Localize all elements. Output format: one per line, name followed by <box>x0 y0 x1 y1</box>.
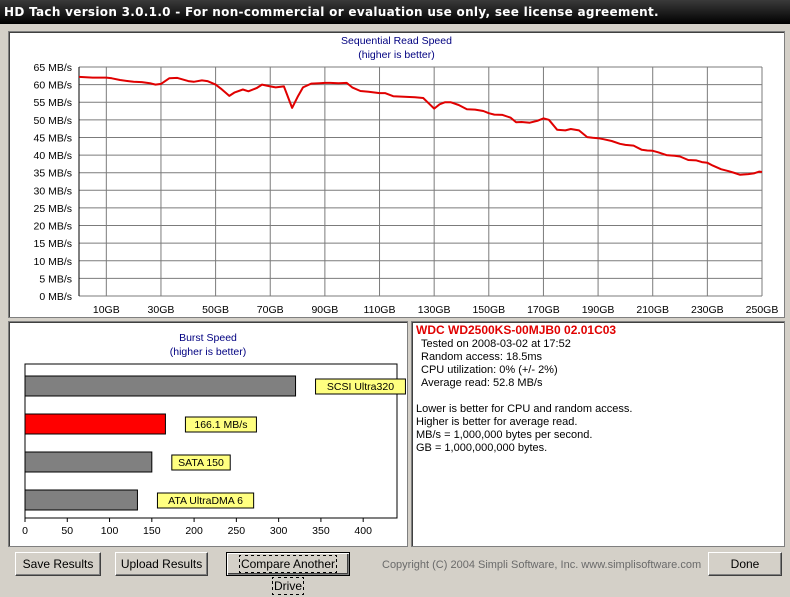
burst-bar-label-box <box>171 454 231 471</box>
compare-another-drive-label: Compare Another Drive <box>238 555 338 595</box>
done-label: Done <box>730 557 760 571</box>
copyright-text: Copyright (C) 2004 Simpli Software, Inc.… <box>382 559 702 571</box>
seq-read-line <box>78 75 763 176</box>
seq-y-tick-label: 35 MB/s <box>33 168 72 180</box>
upload-results-button[interactable]: Upload Results <box>115 552 208 576</box>
seq-x-tick-label: 250GB <box>746 304 779 316</box>
seq-y-tick-label: 0 MB/s <box>39 291 72 303</box>
seq-x-tick-label: 70GB <box>257 304 284 316</box>
note-avg-read: Higher is better for average read. <box>416 416 578 428</box>
burst-bar-label: 166.1 MB/s <box>194 419 247 431</box>
random-access: Random access: 18.5ms <box>421 351 543 363</box>
window-title-bar: HD Tach version 3.0.1.0 - For non-commer… <box>0 0 790 24</box>
seq-chart-title: Sequential Read Speed <box>341 35 452 47</box>
seq-y-tick-label: 40 MB/s <box>33 150 72 162</box>
seq-x-tick-label: 210GB <box>636 304 669 316</box>
info-panel <box>411 321 785 547</box>
burst-x-tick-label: 200 <box>185 525 203 537</box>
sequential-read-chart: 0 MB/s 5 MB/s 10 MB/s 15 MB/s 20 MB/s 25 MB/s… <box>33 62 779 316</box>
seq-x-tick-label: 90GB <box>311 304 338 316</box>
burst-bar <box>24 451 153 473</box>
burst-chart-subtitle: (higher is better) <box>169 346 247 358</box>
burst-speed-chart: 0 50 100 150 200 250 300 350 400 SCSI Ultra320 166… <box>22 363 406 537</box>
compare-another-drive-button[interactable]: Compare Another Drive <box>226 552 350 595</box>
burst-bar-label: ATA UltraDMA 6 <box>168 495 243 507</box>
burst-bar-label: SCSI Ultra320 <box>327 381 394 393</box>
note-gb: GB = 1,000,000,000 bytes. <box>416 442 548 454</box>
seq-x-tick-label: 130GB <box>418 304 451 316</box>
seq-x-tick-label: 30GB <box>148 304 175 316</box>
seq-x-tick-label: 170GB <box>527 304 560 316</box>
seq-y-tick-label: 60 MB/s <box>33 80 72 92</box>
burst-chart-title: Burst Speed <box>179 332 237 344</box>
note-mbs: MB/s = 1,000,000 bytes per second. <box>416 429 593 441</box>
seq-y-tick-label: 30 MB/s <box>33 185 72 197</box>
seq-y-tick-label: 5 MB/s <box>39 273 72 285</box>
burst-bar-label: SATA 150 <box>178 457 224 469</box>
cpu-utilization: CPU utilization: 0% (+/- 2%) <box>421 364 558 376</box>
burst-bar <box>24 375 297 397</box>
burst-x-tick-label: 50 <box>61 525 73 537</box>
upload-results-label: Upload Results <box>120 557 203 571</box>
burst-x-tick-label: 250 <box>228 525 246 537</box>
seq-x-tick-label: 110GB <box>364 304 396 316</box>
burst-bar-label-box <box>156 492 255 509</box>
burst-bar-label-box <box>315 378 406 395</box>
seq-y-tick-label: 25 MB/s <box>33 203 72 215</box>
seq-y-tick-label: 15 MB/s <box>33 238 72 250</box>
average-read: Average read: 52.8 MB/s <box>421 377 543 389</box>
seq-y-tick-label: 45 MB/s <box>33 132 72 144</box>
burst-x-tick-label: 0 <box>22 525 28 537</box>
burst-speed-panel: Burst Speed (higher is better) 0 50 100 150… <box>8 321 408 547</box>
seq-y-tick-label: 20 MB/s <box>33 221 72 233</box>
seq-x-tick-label: 190GB <box>582 304 615 316</box>
seq-x-tick-label: 10GB <box>93 304 120 316</box>
sequential-read-panel: Sequential Read Speed (higher is better)… <box>8 31 785 318</box>
burst-x-tick-label: 300 <box>270 525 288 537</box>
burst-x-tick-label: 150 <box>143 525 161 537</box>
tested-on: Tested on 2008-03-02 at 17:52 <box>421 338 571 350</box>
seq-x-tick-label: 50GB <box>202 304 229 316</box>
save-results-label: Save Results <box>22 557 94 571</box>
drive-name: WDC WD2500KS-00MJB0 02.01C03 <box>416 323 617 337</box>
seq-x-tick-label: 150GB <box>472 304 505 316</box>
note-cpu: Lower is better for CPU and random acces… <box>416 403 633 415</box>
burst-bar <box>24 489 138 511</box>
seq-y-tick-label: 55 MB/s <box>33 97 72 109</box>
burst-bar-label-box <box>184 416 257 433</box>
seq-x-tick-label: 230GB <box>691 304 724 316</box>
seq-y-tick-label: 65 MB/s <box>33 62 72 74</box>
seq-y-tick-label: 50 MB/s <box>33 115 72 127</box>
seq-chart-subtitle: (higher is better) <box>358 49 435 61</box>
save-results-button[interactable]: Save Results <box>15 552 101 576</box>
seq-y-tick-label: 10 MB/s <box>33 256 72 268</box>
window-title: HD Tach version 3.0.1.0 - For non-commer… <box>4 5 659 19</box>
burst-x-tick-label: 100 <box>101 525 119 537</box>
burst-bar <box>24 413 166 435</box>
burst-x-tick-label: 350 <box>312 525 330 537</box>
done-button[interactable]: Done <box>708 552 782 576</box>
burst-x-tick-label: 400 <box>354 525 372 537</box>
